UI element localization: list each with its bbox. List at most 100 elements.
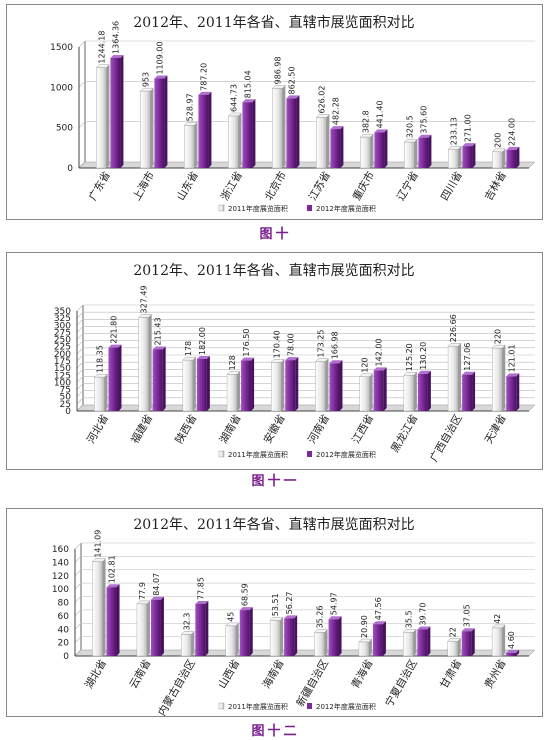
bar-2011	[226, 374, 238, 412]
bar-2011-side	[282, 85, 286, 168]
bar-2012	[285, 360, 296, 411]
bar-2011	[316, 117, 327, 169]
data-label-2011: 382.8	[361, 110, 370, 133]
bar-2011	[225, 625, 236, 657]
data-label-2012: 77.85	[196, 577, 205, 600]
bar-2011-side	[191, 631, 195, 656]
y-tick-label: 40	[58, 625, 70, 635]
bar-2012	[195, 603, 206, 656]
bar-2011	[492, 151, 503, 169]
bar-2012	[150, 599, 161, 656]
bar-2011	[358, 641, 370, 657]
data-label-2011: 233.13	[449, 117, 458, 145]
bar-2012-top	[329, 360, 343, 364]
data-label-2012: 215.43	[154, 317, 163, 345]
data-label-2011: 53.51	[271, 593, 280, 616]
bar-2012-top	[461, 628, 475, 632]
y-tick-label: 60	[58, 612, 70, 622]
y-tick-label: 100	[54, 378, 71, 388]
chart-title: 2012年、2011年各省、直辖市展览面积对比	[133, 14, 414, 31]
y-tick-label: 250	[54, 336, 71, 346]
bar-2012-top	[417, 626, 431, 630]
bar-2011	[491, 627, 503, 657]
bar-2012-side	[208, 91, 212, 168]
data-label-2011: 1244.18	[97, 31, 106, 64]
bar-2012-side	[251, 357, 255, 411]
bar-2011	[182, 359, 194, 412]
bar-2012-side	[383, 367, 387, 411]
data-label-2011: 45	[227, 612, 236, 622]
gridline-diagonal	[74, 623, 82, 630]
bar-2011	[136, 603, 148, 657]
chart-panel-2: 2012年、2011年各省、直辖市展览面积对比 0 25 50 75 100 125 150 1…	[6, 252, 543, 470]
bar-2011	[403, 632, 414, 657]
bar-2012-top	[418, 134, 432, 138]
bar-2012-top	[106, 584, 120, 588]
bar-2012-top	[242, 99, 256, 103]
gridline-diagonal	[74, 542, 82, 550]
x-tick-label: 河南省	[305, 412, 332, 446]
x-tick-label: 宁夏自治区	[382, 657, 420, 709]
data-label-2011: 118.35	[95, 345, 104, 373]
data-label-2011: 626.02	[317, 86, 326, 114]
data-label-2012: 130.20	[419, 342, 428, 370]
bar-2011	[92, 561, 103, 657]
bar-2012-side	[338, 616, 342, 656]
bar-2011-side	[148, 314, 152, 411]
y-tick-label: 120	[52, 572, 69, 582]
gridline-diagonal	[76, 397, 84, 405]
gridline-diagonal	[76, 319, 84, 326]
data-label-2012: 68.59	[241, 583, 250, 606]
gridline-diagonal	[78, 161, 86, 169]
data-label-2012: 121.01	[507, 344, 516, 372]
bar-2011-side	[502, 148, 506, 168]
bar-2011-side	[325, 358, 329, 411]
gridline-diagonal	[76, 333, 84, 340]
legend-swatch-2011	[218, 204, 225, 212]
x-tick-label: 甘肃省	[437, 657, 464, 691]
chart-2: 2012年、2011年各省、直辖市展览面积对比02550751001251501…	[54, 262, 536, 464]
bar-2012-side	[296, 95, 300, 168]
bar-2012-side	[516, 146, 520, 168]
bar-2012-top	[285, 357, 299, 361]
data-label-2012: 84.07	[152, 573, 161, 596]
bar-2012	[154, 78, 165, 168]
bar-2012-top	[150, 596, 164, 600]
bar-2011-side	[235, 622, 239, 656]
bar-2012-side	[205, 600, 209, 656]
bar-2011	[228, 115, 239, 169]
bar-2011-side	[370, 134, 374, 168]
gridline-diagonal	[74, 636, 82, 643]
x-tick-label: 湖北省	[82, 657, 109, 691]
bar-2012-top	[110, 54, 124, 58]
bar-2011-side	[457, 638, 461, 656]
chart-title: 2012年、2011年各省、直辖市展览面积对比	[133, 516, 414, 533]
bar-2012-side	[427, 626, 431, 656]
gridline-diagonal	[76, 347, 84, 355]
x-tick-label: 新疆自治区	[294, 657, 332, 709]
bar-2011-side	[502, 624, 506, 656]
y-tick-label: 500	[56, 124, 73, 134]
data-label-2012: 166.98	[330, 331, 339, 359]
legend-swatch-2011	[218, 702, 225, 710]
bar-2012-top	[417, 370, 431, 374]
gridline-diagonal	[74, 569, 82, 576]
x-tick-label: 福建省	[128, 412, 155, 446]
data-label-2011: 35.26	[316, 606, 325, 629]
bar-2011-side	[106, 64, 110, 168]
bar-2012-top	[108, 344, 122, 348]
y-tick-label: 225	[54, 343, 71, 353]
bar-2012-top	[374, 129, 388, 133]
bar-2012	[286, 98, 297, 168]
y-tick-label: 50	[60, 393, 72, 403]
bar-2012	[108, 347, 119, 411]
bar-2012	[106, 587, 117, 656]
x-tick-label: 贵州省	[482, 657, 509, 691]
x-tick-label: 重庆市	[350, 169, 377, 203]
y-tick-label: 300	[54, 321, 71, 331]
x-tick-label: 辽宁省	[394, 169, 421, 203]
data-label-2012: 224.00	[507, 118, 516, 146]
legend-swatch-2011	[218, 450, 225, 458]
bar-2012-side	[164, 75, 168, 168]
data-label-2012: 375.60	[419, 106, 428, 134]
